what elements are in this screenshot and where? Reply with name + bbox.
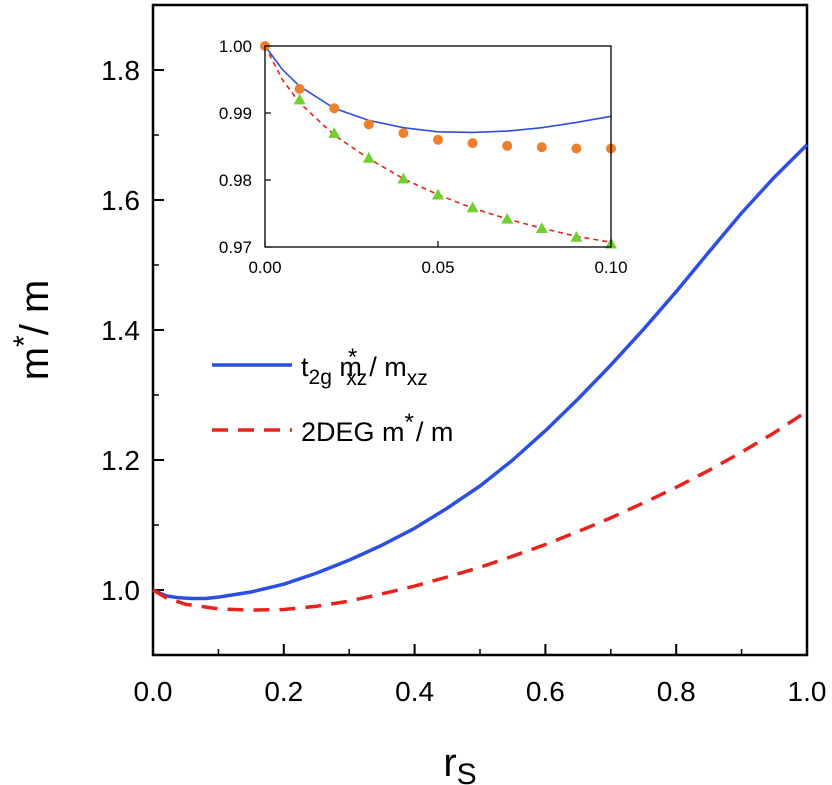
series-line-1 <box>152 409 808 612</box>
y-tick-label: 1.2 <box>101 445 140 476</box>
x-tick-label: 1.0 <box>788 676 827 707</box>
inset-marker-circle <box>294 83 305 94</box>
main-series <box>152 143 809 612</box>
series-line-0 <box>152 143 809 601</box>
inset-marker-triangle <box>362 151 375 163</box>
inset-y-tick-label: 0.99 <box>219 104 252 123</box>
inset-x-tick-label: 0.00 <box>248 258 281 277</box>
legend-label-t2g: t2g m* xz/ mxz <box>301 344 428 390</box>
inset-line-0 <box>264 45 612 134</box>
inset-marker-triangle <box>501 212 514 224</box>
inset-plot-frame <box>264 45 612 248</box>
inset-y-tick-label: 0.97 <box>219 238 252 257</box>
inset-marker-circle <box>467 138 478 149</box>
inset-marker-circle <box>433 134 443 145</box>
x-tick-label: 0.2 <box>264 676 303 707</box>
inset-marker-circle <box>363 119 374 130</box>
inset-marker-triangle <box>535 222 548 234</box>
inset-background <box>265 46 611 247</box>
inset-marker-circle <box>571 143 582 154</box>
main-ticks: 0.0 0.2 0.4 0.6 0.8 1.0 1.0 1.2 1.4 1.6 1.8 <box>101 55 826 707</box>
legend-label-2deg: 2DEG m*/ m <box>301 409 453 447</box>
inset-marker-triangle <box>397 172 410 184</box>
y-tick-label: 1.8 <box>101 55 140 86</box>
y-tick-label: 1.6 <box>101 185 140 216</box>
inset-marker-circle <box>536 142 547 153</box>
inset-x-tick-label: 0.05 <box>421 258 454 277</box>
legend: t2g m* xz/ mxz 2DEG m*/ m <box>212 344 453 447</box>
inset-marker-triangle <box>466 201 479 213</box>
inset-marker-triangle <box>432 188 444 200</box>
inset-marker-triangle <box>293 93 306 105</box>
x-axis-title: rS <box>443 741 476 785</box>
inset-marker-triangle <box>570 230 583 242</box>
inset-x-tick-label: 0.10 <box>594 258 627 277</box>
inset-series <box>260 41 617 249</box>
y-axis-title: m*/ m <box>8 280 57 381</box>
inset-marker-triangle <box>328 127 341 138</box>
y-axis-title-sup: * <box>8 335 41 347</box>
y-tick-label: 1.0 <box>101 575 140 606</box>
inset-marker-circle <box>398 128 409 139</box>
inset-ticks: 0.00 0.05 0.10 0.97 0.98 0.99 1.00 <box>219 37 628 277</box>
x-tick-label: 0.4 <box>395 676 434 707</box>
inset-marker-circle <box>329 103 340 114</box>
x-tick-label: 0.8 <box>657 676 696 707</box>
x-tick-label: 0.6 <box>526 676 565 707</box>
x-tick-label: 0.0 <box>134 676 173 707</box>
x-axis-title-sub: S <box>457 758 477 785</box>
inset-marker-circle <box>502 140 513 151</box>
inset-y-tick-label: 0.98 <box>219 171 252 190</box>
inset-y-tick-label: 1.00 <box>219 37 252 56</box>
y-tick-label: 1.4 <box>101 315 140 346</box>
y-axis-title-tail: / m <box>13 280 57 336</box>
